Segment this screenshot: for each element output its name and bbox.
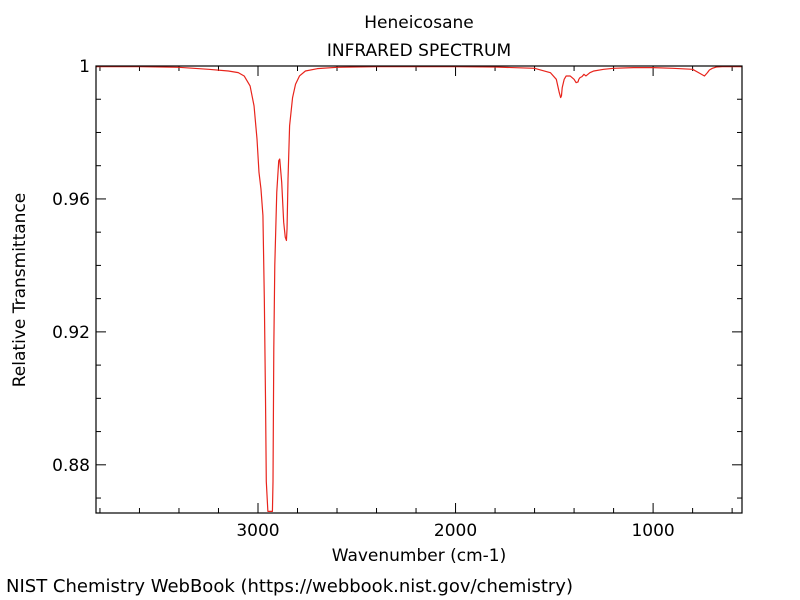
y-tick-label: 0.96 <box>52 190 90 210</box>
tick-labels: 3000 2000 1000 1 0.96 0.92 0.88 <box>52 57 675 541</box>
y-tick-label: 0.88 <box>52 456 90 476</box>
y-axis-label: Relative Transmittance <box>10 193 30 388</box>
plot-frame <box>95 65 743 514</box>
spectrum-line <box>96 66 742 512</box>
chart-title: Heneicosane <box>364 13 473 33</box>
y-tick-label: 1 <box>79 57 90 77</box>
x-tick-label: 2000 <box>434 521 477 541</box>
x-axis-label: Wavenumber (cm-1) <box>332 546 507 566</box>
y-tick-label: 0.92 <box>52 323 90 343</box>
axis-ticks <box>96 65 742 513</box>
x-tick-label: 1000 <box>631 521 674 541</box>
chart-subtitle: INFRARED SPECTRUM <box>327 41 511 61</box>
source-credit: NIST Chemistry WebBook (https://webbook.… <box>6 576 573 597</box>
x-tick-label: 3000 <box>236 521 279 541</box>
spectrum-line-group <box>96 66 742 512</box>
